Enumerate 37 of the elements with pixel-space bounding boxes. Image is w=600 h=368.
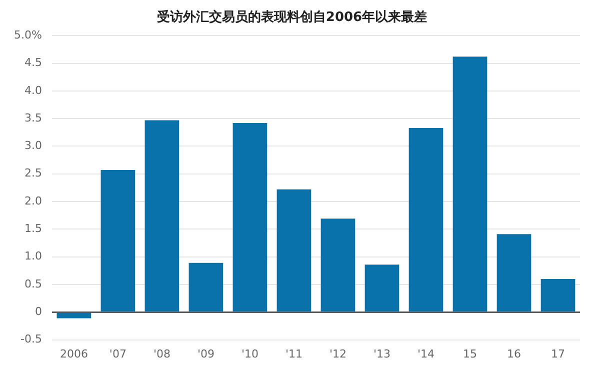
y-tick-label: 3.5: [24, 111, 42, 124]
y-tick-label: 4.0: [24, 84, 42, 97]
bar: [320, 218, 356, 312]
x-tick-label: '10: [241, 347, 258, 360]
chart-title: 受访外汇交易员的表现料创自2006年以来最差: [156, 9, 428, 26]
bar: [188, 262, 224, 312]
y-tick-label: 3.0: [24, 139, 42, 152]
bar: [276, 189, 312, 312]
bar: [364, 264, 400, 312]
x-tick-label: '13: [373, 347, 390, 360]
x-tick-label: '08: [153, 347, 170, 360]
bar: [540, 278, 576, 312]
bar: [408, 128, 444, 312]
y-tick-label: 2.0: [24, 194, 42, 208]
bar: [144, 120, 180, 312]
y-tick-label: -0.5: [20, 332, 42, 346]
x-tick-label: 2006: [60, 347, 88, 360]
x-tick-label: 17: [551, 347, 565, 360]
y-tick-label: 0.5: [24, 277, 42, 290]
x-tick-label: 15: [462, 347, 477, 360]
x-tick-label: '11: [285, 347, 302, 360]
x-tick-label: 16: [506, 347, 521, 360]
x-tick-label: '14: [417, 347, 434, 360]
y-tick-label: 1.5: [24, 222, 42, 236]
y-tick-label: 5.0%: [14, 28, 42, 42]
y-tick-label: 1.0: [24, 250, 42, 263]
bar: [232, 122, 268, 312]
y-tick-label: 4.5: [24, 56, 42, 70]
x-tick-label: '07: [109, 347, 126, 360]
bar: [452, 56, 488, 312]
y-tick-label: 2.5: [24, 166, 42, 180]
x-tick-label: '12: [329, 347, 346, 360]
x-tick-label: '09: [197, 347, 214, 360]
bar: [100, 170, 136, 312]
bar: [496, 234, 532, 312]
bar: [56, 312, 92, 318]
y-tick-label: 0: [34, 305, 42, 318]
